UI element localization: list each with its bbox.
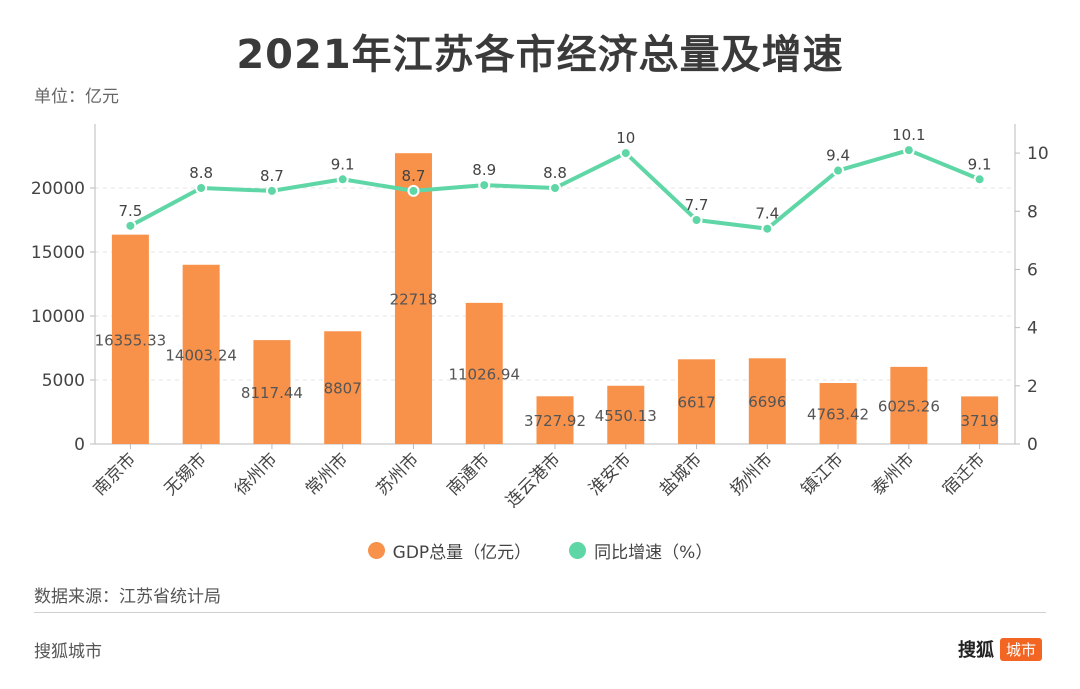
bar [465,302,503,444]
footer-publisher: 搜狐城市 [34,642,102,662]
unit-label: 单位：亿元 [34,87,119,107]
line-value-label: 7.4 [755,205,779,223]
combo-chart: 0 5000 10000 15000 20000 0 2 4 6 8 10 16355.3314003… [31,124,1049,512]
bar [536,396,574,444]
bar [394,153,432,444]
legend-bar-swatch [367,542,385,559]
legend-bar-label: GDP总量（亿元） [392,543,532,563]
bar-value-label: 8807 [324,380,362,398]
category-label: 扬州市 [727,449,777,499]
bar-value-label: 6696 [748,393,786,411]
legend-item-gdp[interactable]: GDP总量（亿元） [367,538,532,563]
chart-legend: GDP总量（亿元） 同比增速（%） [0,538,1080,563]
line-value-label: 9.1 [331,155,355,173]
bar [607,385,645,444]
category-label: 南通市 [444,449,494,499]
brand-badge: 城市 [999,637,1042,661]
legend-line-swatch [569,542,587,559]
bar-value-label: 3719 [961,412,999,430]
growth-point [336,173,349,186]
growth-point [690,214,703,226]
category-label: 泰州市 [868,449,918,499]
growth-point [619,147,632,160]
category-label: 无锡市 [160,449,210,499]
growth-point [549,182,561,194]
line-value-label: 8.7 [260,167,284,185]
y-right-tick-label: 10 [1027,144,1049,164]
bar-value-label: 11026.94 [448,365,520,383]
y-left-tick-label: 5000 [42,371,85,391]
bar [748,358,786,444]
bar-value-label: 8117.44 [241,384,303,402]
growth-point [761,222,774,235]
bar-value-label: 4763.42 [807,406,869,424]
bar-value-label: 4550.13 [595,407,657,425]
category-label: 南京市 [90,449,140,499]
y-right-tick-label: 4 [1027,319,1038,339]
line-value-label: 8.8 [189,164,213,182]
y-right-tick-label: 2 [1027,377,1038,397]
bar [324,331,362,444]
bar [678,359,716,444]
category-label: 连云港市 [502,449,564,511]
bar [961,396,999,444]
growth-point [407,184,420,197]
brand-text: 搜狐 [957,640,994,661]
chart-title: 2021年江苏各市经济总量及增速 [236,32,844,78]
growth-point [902,144,915,157]
footer-divider [34,612,1046,613]
category-label: 镇江市 [797,449,847,499]
y-left-tick-label: 15000 [31,243,85,263]
bar-value-label: 14003.24 [165,346,237,364]
bar [253,340,291,444]
bar [111,234,149,444]
bar [182,264,220,444]
category-label: 苏州市 [373,449,423,499]
y-left-tick-label: 0 [74,435,85,455]
growth-point [973,173,986,186]
growth-point [478,179,491,192]
line-value-label: 8.8 [543,164,567,182]
y-left-tick-label: 20000 [31,179,85,199]
legend-line-label: 同比增速（%） [594,543,713,563]
line-value-label: 8.7 [402,167,426,185]
category-label: 淮安市 [585,449,635,499]
data-source: 数据来源：江苏省统计局 [34,587,221,607]
bar-value-label: 16355.33 [95,331,167,349]
category-label: 盐城市 [656,449,706,499]
bar-value-label: 6025.26 [878,397,940,415]
sohu-city-logo: 搜狐 城市 [958,636,1042,662]
bar-value-label: 22718 [390,291,438,309]
growth-point [195,182,208,194]
line-value-label: 7.7 [685,196,709,214]
growth-point [832,164,845,177]
line-value-label: 10 [616,129,635,147]
line-value-label: 9.4 [826,147,850,165]
bar [819,383,857,444]
bar-value-label: 6617 [677,394,715,412]
bar-value-label: 3727.92 [524,412,586,430]
line-value-label: 7.5 [118,202,142,220]
y-left-tick-label: 10000 [31,307,85,327]
growth-point [124,219,137,232]
y-right-tick-label: 8 [1027,202,1038,222]
bar [890,366,928,444]
line-value-label: 9.1 [968,155,992,173]
category-label: 宿迁市 [939,449,989,499]
legend-item-growth[interactable]: 同比增速（%） [569,538,712,563]
category-label: 徐州市 [231,449,281,499]
category-label: 常州市 [302,449,352,499]
growth-point [265,184,278,197]
y-right-tick-label: 6 [1027,260,1038,280]
line-value-label: 10.1 [892,126,925,144]
y-right-tick-label: 0 [1027,435,1038,455]
line-value-label: 8.9 [472,161,496,179]
